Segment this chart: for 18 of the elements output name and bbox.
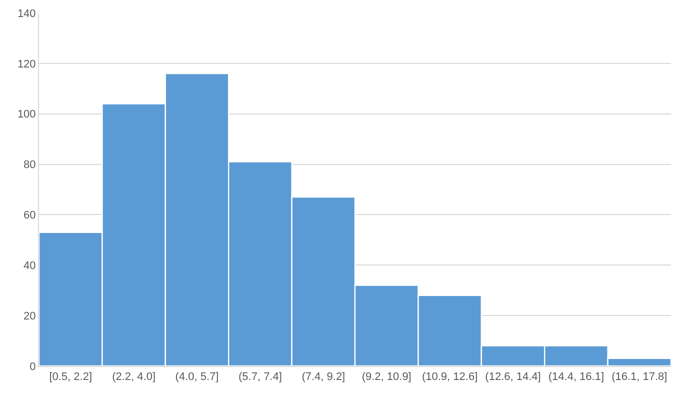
y-tick-label: 0: [30, 360, 36, 373]
x-tick-label: (14.4, 16.1]: [548, 371, 604, 384]
y-tick-label: 20: [24, 310, 36, 322]
x-tick-label: (5.7, 7.4]: [238, 371, 282, 384]
x-tick-label: (9.2, 10.9]: [362, 371, 412, 384]
y-tick-label: 120: [17, 58, 36, 70]
y-tick-label: 40: [24, 260, 36, 272]
x-tick-label: (10.9, 12.6]: [422, 371, 478, 384]
x-tick-label: (2.2, 4.0]: [112, 371, 156, 384]
y-tick-label: 80: [24, 159, 36, 172]
y-tick-label: 60: [24, 210, 36, 222]
y-tick-label: 100: [17, 108, 36, 121]
y-tick-label: 140: [17, 8, 36, 20]
x-tick-label: (7.4, 9.2]: [302, 371, 346, 384]
x-tick-label: (12.6, 14.4]: [485, 371, 541, 384]
x-tick-label: (4.0, 5.7]: [175, 371, 219, 384]
x-tick-label: (16.1, 17.8]: [612, 371, 668, 384]
x-tick-label: [0.5, 2.2]: [49, 371, 92, 384]
